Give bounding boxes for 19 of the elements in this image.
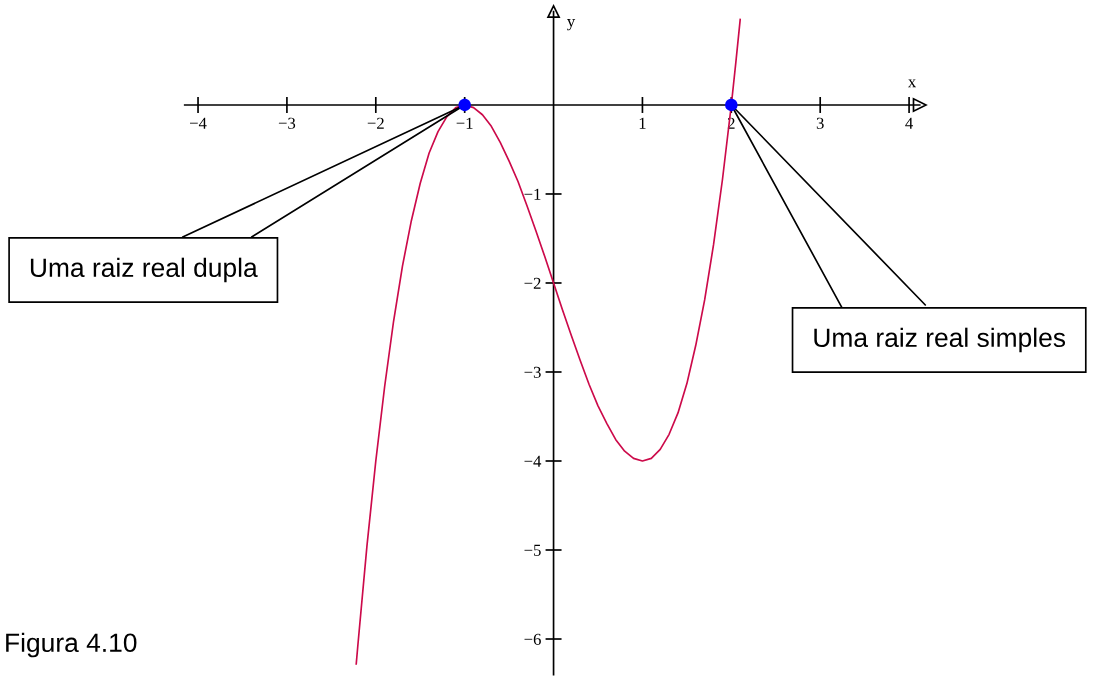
y-axis-title: y [567,19,576,31]
annotation: Uma raiz real simples [814,327,1066,353]
y-tick-label: −4 [524,455,542,467]
y-tick-label: −5 [524,544,541,556]
x-tick-label: 1 [639,117,646,129]
x-tick-label: −3 [278,117,296,129]
x-tick-label: 4 [905,117,913,129]
y-tick-label: −3 [524,366,541,378]
x-tick-label: −2 [367,117,384,129]
line-series [355,18,742,665]
y-tick-label: −6 [524,633,541,645]
text: Figura 4.10 [6,632,137,658]
x-tick-label: 3 [816,117,824,129]
x-tick-label: −1 [456,117,473,129]
y-tick-label: −1 [524,188,541,200]
annotation: Uma raiz real dupla [30,257,258,283]
x-tick-label: −4 [190,117,207,129]
x-axis-title: x [908,79,916,88]
y-tick-label: −2 [524,277,541,289]
